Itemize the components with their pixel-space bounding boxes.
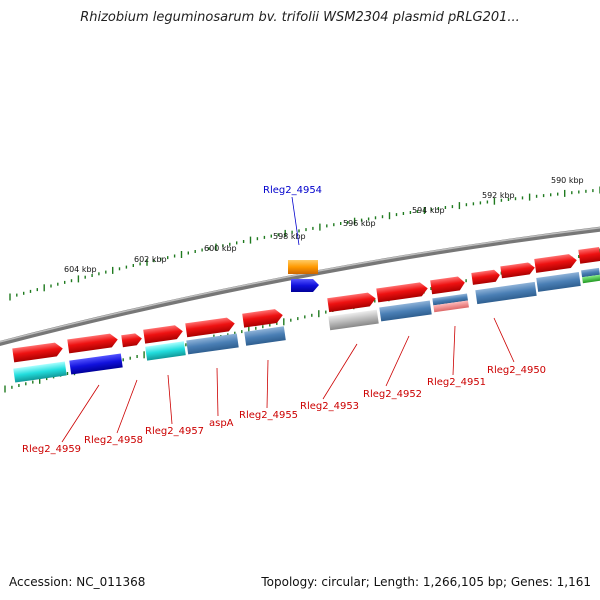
label-rleg2-4952[interactable]: Rleg2_4952 bbox=[363, 389, 422, 400]
label-rleg2-4957[interactable]: Rleg2_4957 bbox=[145, 426, 204, 437]
gene-block[interactable] bbox=[581, 267, 600, 284]
gene-arrow[interactable] bbox=[185, 317, 235, 338]
accession-text: Accession: NC_011368 bbox=[9, 575, 146, 589]
gene-arrow[interactable] bbox=[143, 324, 184, 344]
scale-label-600: 600 kbp bbox=[204, 244, 237, 253]
scale-label-590: 590 kbp bbox=[551, 176, 584, 185]
gene-arrow[interactable] bbox=[121, 333, 142, 348]
gene-rleg2-4954[interactable] bbox=[288, 260, 319, 292]
label-rleg2-4950[interactable]: Rleg2_4950 bbox=[487, 365, 546, 376]
gene-arrow[interactable] bbox=[534, 253, 578, 273]
outer-scale-ticks bbox=[9, 186, 600, 301]
genome-backbone bbox=[0, 226, 600, 346]
gene-arrow[interactable] bbox=[471, 269, 500, 285]
label-rleg2-4951[interactable]: Rleg2_4951 bbox=[427, 377, 486, 388]
label-aspa[interactable]: aspA bbox=[209, 418, 234, 429]
gene-arrow[interactable] bbox=[242, 308, 284, 328]
scale-label-596: 596 kbp bbox=[343, 219, 376, 228]
scale-label-602: 602 kbp bbox=[134, 255, 167, 264]
gene-block[interactable] bbox=[475, 281, 537, 305]
scale-label-592: 592 kbp bbox=[482, 191, 515, 200]
gene-block[interactable] bbox=[244, 326, 286, 346]
label-rleg2-4954[interactable]: Rleg2_4954 bbox=[263, 185, 322, 196]
page-title: Rhizobium leguminosarum bv. trifolii WSM… bbox=[80, 10, 520, 25]
gene-block[interactable] bbox=[186, 333, 239, 355]
genome-backbone-highlight bbox=[0, 226, 600, 343]
gene-block[interactable] bbox=[145, 341, 186, 361]
label-rleg2-4958[interactable]: Rleg2_4958 bbox=[84, 435, 143, 446]
scale-label-598: 598 kbp bbox=[273, 232, 306, 241]
scale-label-604: 604 kbp bbox=[64, 265, 97, 274]
gene-arrow[interactable] bbox=[12, 342, 63, 363]
label-rleg2-4959[interactable]: Rleg2_4959 bbox=[22, 444, 81, 455]
gene-block[interactable] bbox=[432, 293, 469, 313]
gene-block[interactable] bbox=[69, 353, 123, 375]
gene-arrow[interactable] bbox=[430, 276, 466, 295]
forward-cds-track bbox=[12, 246, 600, 363]
scale-label-594: 594 kbp bbox=[412, 206, 445, 215]
gene-block[interactable] bbox=[328, 309, 379, 331]
homology-track bbox=[13, 267, 600, 383]
genome-summary-text: Topology: circular; Length: 1,266,105 bp… bbox=[261, 575, 591, 589]
gene-arrow[interactable] bbox=[67, 333, 118, 354]
gene-block[interactable] bbox=[13, 361, 67, 383]
gene-arrow[interactable] bbox=[578, 246, 600, 264]
gene-block[interactable] bbox=[379, 300, 432, 322]
label-leader-lines bbox=[61, 196, 515, 443]
gene-arrow[interactable] bbox=[376, 281, 428, 303]
label-rleg2-4955[interactable]: Rleg2_4955 bbox=[239, 410, 298, 421]
gene-block[interactable] bbox=[536, 272, 581, 292]
label-rleg2-4953[interactable]: Rleg2_4953 bbox=[300, 401, 359, 412]
gene-arrow[interactable] bbox=[327, 292, 376, 313]
gene-arrow[interactable] bbox=[500, 262, 535, 279]
